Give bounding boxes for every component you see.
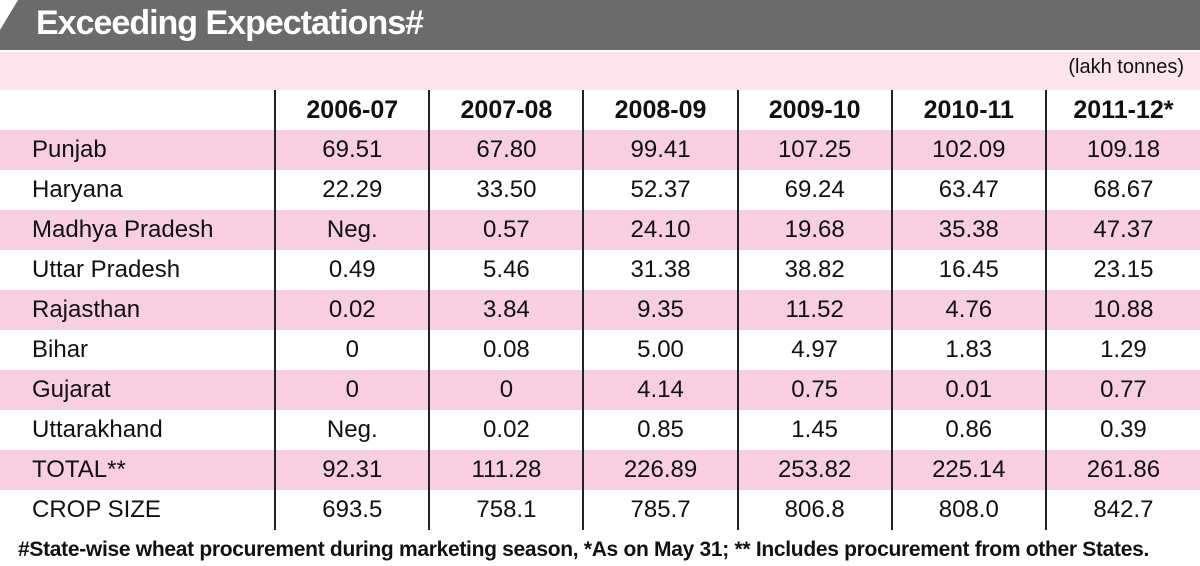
row-label: Haryana	[0, 170, 277, 210]
table-row: TOTAL** 92.31 111.28 226.89 253.82 225.14 261.…	[0, 450, 1200, 490]
table-row: Rajasthan 0.02 3.84 9.35 11.52 4.76 10.88	[0, 290, 1200, 330]
table-cell: 0.02	[275, 290, 431, 330]
table-cell: 109.18	[1045, 130, 1200, 170]
title-band	[0, 0, 1200, 50]
table-cell: 63.47	[891, 170, 1047, 210]
chart-title: Exceeding Expectations#	[36, 4, 424, 42]
corner-cell	[0, 90, 277, 130]
table-cell: 693.5	[275, 490, 431, 530]
table-cell: Neg.	[275, 410, 431, 450]
table-cell: 68.67	[1045, 170, 1200, 210]
table-cell: 226.89	[583, 450, 739, 490]
column-header: 2010-11	[891, 90, 1047, 130]
table-cell: 31.38	[583, 250, 739, 290]
table-cell: 225.14	[891, 450, 1047, 490]
table-cell: Neg.	[275, 210, 431, 250]
table-cell: 4.97	[737, 330, 893, 370]
table-cell: 0.02	[429, 410, 585, 450]
table-cell: 38.82	[737, 250, 893, 290]
table-cell: 107.25	[737, 130, 893, 170]
table-cell: 0	[275, 330, 431, 370]
table-cell: 92.31	[275, 450, 431, 490]
table-cell: 0	[429, 370, 585, 410]
column-header: 2009-10	[737, 90, 893, 130]
table-cell: 67.80	[429, 130, 585, 170]
table-cell: 0.39	[1045, 410, 1200, 450]
table-cell: 3.84	[429, 290, 585, 330]
table-cell: 0.49	[275, 250, 431, 290]
table-cell: 5.00	[583, 330, 739, 370]
table-cell: 16.45	[891, 250, 1047, 290]
table-cell: 24.10	[583, 210, 739, 250]
table-cell: 0.77	[1045, 370, 1200, 410]
table-cell: 758.1	[429, 490, 585, 530]
footnote: #State-wise wheat procurement during mar…	[18, 538, 1150, 561]
table-cell: 69.24	[737, 170, 893, 210]
table-cell: 785.7	[583, 490, 739, 530]
column-header: 2006-07	[275, 90, 431, 130]
table-cell: 52.37	[583, 170, 739, 210]
table-cell: 33.50	[429, 170, 585, 210]
table-cell: 22.29	[275, 170, 431, 210]
units-band	[0, 52, 1200, 90]
table-cell: 0.01	[891, 370, 1047, 410]
table-row: Punjab 69.51 67.80 99.41 107.25 102.09 109.18	[0, 130, 1200, 170]
table-row: Bihar 0 0.08 5.00 4.97 1.83 1.29	[0, 330, 1200, 370]
table-cell: 0	[275, 370, 431, 410]
row-label: Rajasthan	[0, 290, 277, 330]
column-header: 2008-09	[583, 90, 739, 130]
table-cell: 5.46	[429, 250, 585, 290]
table-cell: 0.75	[737, 370, 893, 410]
row-label: CROP SIZE	[0, 490, 277, 530]
table-cell: 69.51	[275, 130, 431, 170]
table-cell: 1.29	[1045, 330, 1200, 370]
table-row: Madhya Pradesh Neg. 0.57 24.10 19.68 35.38 47.…	[0, 210, 1200, 250]
table-cell: 10.88	[1045, 290, 1200, 330]
row-label: Gujarat	[0, 370, 277, 410]
table-cell: 0.57	[429, 210, 585, 250]
row-label: Uttar Pradesh	[0, 250, 277, 290]
table-cell: 35.38	[891, 210, 1047, 250]
table-cell: 261.86	[1045, 450, 1200, 490]
table-body: Punjab 69.51 67.80 99.41 107.25 102.09 109.18 H…	[0, 130, 1200, 530]
table-cell: 19.68	[737, 210, 893, 250]
table-cell: 102.09	[891, 130, 1047, 170]
row-label: TOTAL**	[0, 450, 277, 490]
table-cell: 253.82	[737, 450, 893, 490]
table-row: Gujarat 0 0 4.14 0.75 0.01 0.77	[0, 370, 1200, 410]
table-row: Uttar Pradesh 0.49 5.46 31.38 38.82 16.45 23.1…	[0, 250, 1200, 290]
column-header: 2007-08	[429, 90, 585, 130]
procurement-table: 2006-07 2007-08 2008-09 2009-10 2010-11 …	[0, 90, 1200, 530]
table-cell: 1.83	[891, 330, 1047, 370]
table-cell: 842.7	[1045, 490, 1200, 530]
table-row: Haryana 22.29 33.50 52.37 69.24 63.47 68.67	[0, 170, 1200, 210]
row-label: Uttarakhand	[0, 410, 277, 450]
table-cell: 23.15	[1045, 250, 1200, 290]
table-cell: 808.0	[891, 490, 1047, 530]
table-cell: 806.8	[737, 490, 893, 530]
table-row: CROP SIZE 693.5 758.1 785.7 806.8 808.0 842.7	[0, 490, 1200, 530]
table-cell: 0.08	[429, 330, 585, 370]
row-label: Bihar	[0, 330, 277, 370]
table-cell: 4.14	[583, 370, 739, 410]
units-label: (lakh tonnes)	[1068, 56, 1184, 78]
table-row: Uttarakhand Neg. 0.02 0.85 1.45 0.86 0.39	[0, 410, 1200, 450]
table-cell: 0.85	[583, 410, 739, 450]
header-row: 2006-07 2007-08 2008-09 2009-10 2010-11 …	[0, 90, 1200, 130]
table-cell: 47.37	[1045, 210, 1200, 250]
table-cell: 99.41	[583, 130, 739, 170]
title-bar: Exceeding Expectations#	[0, 0, 1200, 52]
column-header: 2011-12*	[1045, 90, 1200, 130]
row-label: Punjab	[0, 130, 277, 170]
table-cell: 11.52	[737, 290, 893, 330]
table-cell: 1.45	[737, 410, 893, 450]
table-cell: 0.86	[891, 410, 1047, 450]
table-cell: 111.28	[429, 450, 585, 490]
table-cell: 4.76	[891, 290, 1047, 330]
row-label: Madhya Pradesh	[0, 210, 277, 250]
table-cell: 9.35	[583, 290, 739, 330]
